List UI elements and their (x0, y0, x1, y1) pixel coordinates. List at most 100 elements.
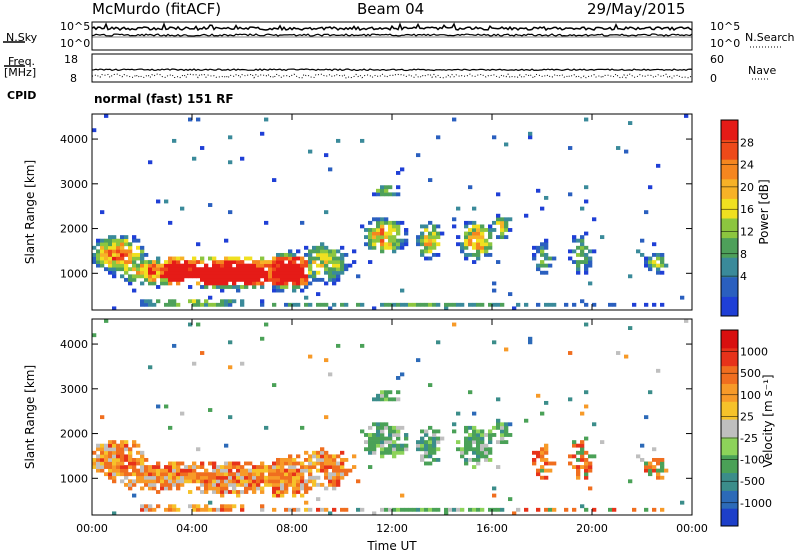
power-cell (236, 267, 241, 272)
power-cell (332, 281, 337, 286)
power-cell (104, 114, 109, 118)
power-cell (496, 213, 501, 218)
velocity-cell (504, 433, 509, 437)
power-cell (320, 263, 325, 268)
velocity-cell (296, 486, 301, 491)
velocity-cell (656, 475, 661, 480)
velocity-cell (168, 472, 173, 477)
power-cell (388, 220, 393, 225)
velocity-cell (92, 461, 97, 466)
velocity-cell (388, 447, 393, 452)
power-cell (576, 267, 581, 272)
power-cell (184, 263, 189, 268)
velocity-cell (456, 447, 461, 452)
velocity-cell (164, 479, 169, 484)
power-cell (196, 274, 201, 279)
velocity-cell (384, 397, 389, 402)
velocity-cell (392, 397, 397, 402)
velocity-cell (284, 482, 289, 487)
power-cell (236, 288, 241, 293)
power-cell (168, 260, 173, 264)
velocity-cell (184, 479, 189, 484)
velocity-cell (192, 504, 197, 509)
power-cell (492, 288, 497, 293)
velocity-cell (172, 465, 177, 469)
velocity-cell (332, 507, 337, 512)
power-cell (484, 252, 489, 257)
power-cell (436, 231, 441, 236)
velocity-cell (216, 465, 221, 469)
power-cell (196, 260, 201, 264)
velocity-cell (416, 443, 421, 448)
power-cell (584, 231, 589, 236)
power-cell (464, 252, 469, 257)
power-cell (312, 256, 317, 261)
power-cell (544, 252, 549, 257)
velocity-cell (432, 447, 437, 452)
velocity-cell (340, 475, 345, 480)
velocity-cell (284, 490, 289, 494)
velocity-cell (300, 461, 305, 466)
velocity-cell (284, 472, 289, 477)
velocity-cell (208, 486, 213, 491)
power-cell (644, 210, 649, 215)
velocity-cell (336, 454, 341, 459)
velocity-cell (600, 440, 605, 445)
velocity-cell (460, 450, 465, 455)
velocity-cell (304, 465, 309, 469)
power-cell (308, 260, 313, 264)
power-cell (264, 274, 269, 279)
velocity-cell (376, 433, 381, 437)
velocity-cell (208, 479, 213, 484)
velocity-cell (92, 450, 97, 455)
power-cell (428, 220, 433, 225)
power-cell (244, 256, 249, 261)
velocity-cell (184, 468, 189, 473)
velocity-cell (152, 507, 157, 512)
power-cell (164, 302, 169, 307)
velocity-cell (108, 468, 113, 473)
x-tick-label: 16:00 (476, 522, 508, 535)
velocity-cell (252, 465, 257, 469)
velocity-cell (312, 450, 317, 455)
velocity-cell (128, 461, 133, 466)
velocity-cell (684, 319, 689, 323)
velocity-cell (168, 461, 173, 466)
velocity-cell (488, 450, 493, 455)
power-cell (296, 274, 301, 279)
colorbar-tick-label: 1000 (740, 346, 768, 359)
velocity-cell (212, 486, 217, 491)
velocity-cell (468, 440, 473, 445)
velocity-cell (164, 475, 169, 480)
power-cell (568, 192, 573, 197)
power-cell (272, 260, 277, 264)
velocity-cell (160, 482, 165, 487)
power-cell (96, 252, 101, 257)
velocity-cell (464, 457, 469, 462)
power-cells (92, 114, 689, 311)
velocity-cell (152, 468, 157, 473)
velocity-cell (332, 457, 337, 462)
power-cell (428, 238, 433, 243)
velocity-cell (220, 475, 225, 480)
power-cell (428, 235, 433, 240)
velocity-cell (436, 507, 441, 512)
y-tick-label: 4000 (60, 133, 88, 146)
velocity-cell (228, 479, 233, 484)
velocity-cell (228, 365, 233, 370)
velocity-cell (204, 482, 209, 487)
velocity-cell (312, 479, 317, 484)
velocity-cell (324, 450, 329, 455)
power-cell (272, 267, 277, 272)
velocity-cell (216, 468, 221, 473)
velocity-cell (100, 465, 105, 469)
power-cell (116, 252, 121, 257)
velocity-cell (108, 447, 113, 452)
power-cell (220, 281, 225, 286)
power-cell (484, 245, 489, 250)
power-cell (168, 302, 173, 307)
velocity-cell (200, 465, 205, 469)
velocity-cell (188, 322, 193, 327)
velocity-cell (232, 490, 237, 494)
power-cell (388, 231, 393, 236)
